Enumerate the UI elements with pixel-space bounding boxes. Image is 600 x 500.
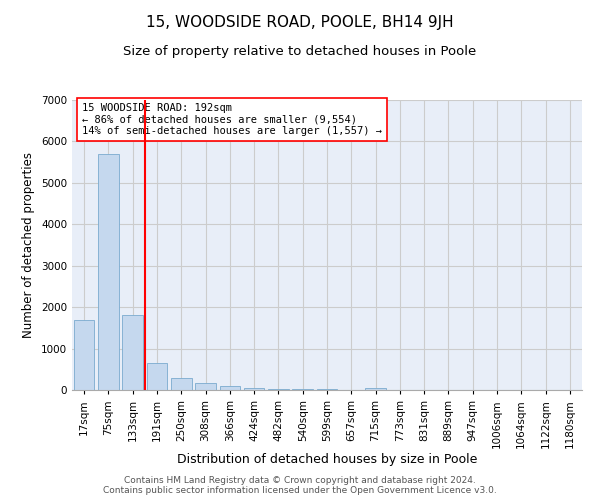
Text: Size of property relative to detached houses in Poole: Size of property relative to detached ho… <box>124 45 476 58</box>
X-axis label: Distribution of detached houses by size in Poole: Distribution of detached houses by size … <box>177 454 477 466</box>
Bar <box>195 383 216 390</box>
Text: 15, WOODSIDE ROAD, POOLE, BH14 9JH: 15, WOODSIDE ROAD, POOLE, BH14 9JH <box>146 15 454 30</box>
Text: 15 WOODSIDE ROAD: 192sqm
← 86% of detached houses are smaller (9,554)
14% of sem: 15 WOODSIDE ROAD: 192sqm ← 86% of detach… <box>82 103 382 136</box>
Bar <box>268 389 289 390</box>
Bar <box>365 388 386 390</box>
Y-axis label: Number of detached properties: Number of detached properties <box>22 152 35 338</box>
Bar <box>292 389 313 390</box>
Bar <box>122 316 143 390</box>
Bar <box>244 388 265 390</box>
Bar <box>146 363 167 390</box>
Bar <box>98 154 119 390</box>
Bar <box>74 320 94 390</box>
Bar <box>171 378 191 390</box>
Text: Contains HM Land Registry data © Crown copyright and database right 2024.
Contai: Contains HM Land Registry data © Crown c… <box>103 476 497 495</box>
Bar <box>220 386 240 390</box>
